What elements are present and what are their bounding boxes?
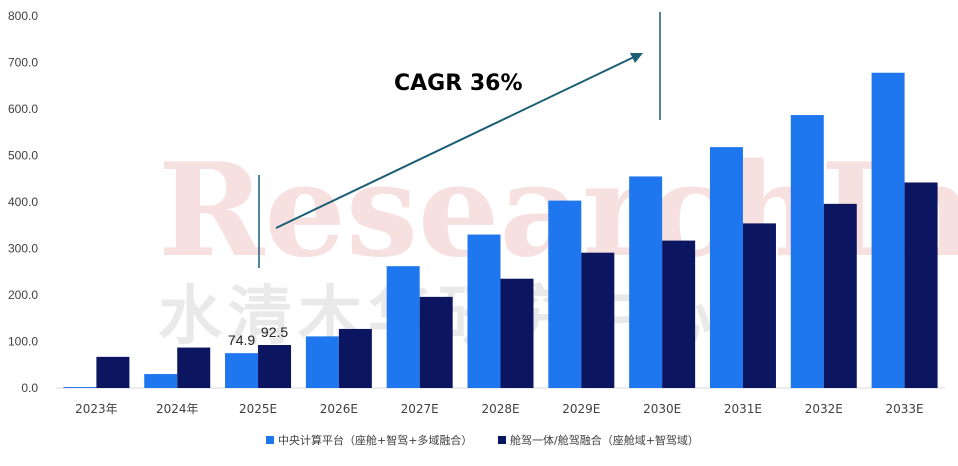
legend-label-series-2: 舱驾一体/舱驾融合（座舱域+智驾域） bbox=[510, 433, 699, 447]
data-labels-group: 74.9 92.5 bbox=[228, 324, 288, 348]
y-tick-label: 300.0 bbox=[8, 242, 38, 256]
bar-series-2 bbox=[581, 252, 615, 388]
x-tick-label: 2031E bbox=[724, 402, 762, 416]
bar-series-2 bbox=[258, 344, 292, 388]
bars-group bbox=[63, 72, 938, 389]
bar-series-1 bbox=[467, 234, 501, 388]
y-tick-label: 700.0 bbox=[8, 56, 38, 70]
y-tick-label: 200.0 bbox=[8, 288, 38, 302]
x-tick-label: 2024年 bbox=[156, 402, 199, 416]
x-tick-label: 2026E bbox=[320, 402, 358, 416]
bar-series-1 bbox=[225, 353, 259, 388]
bar-series-2 bbox=[96, 356, 130, 388]
bar-series-1 bbox=[629, 176, 663, 388]
bar-series-2 bbox=[177, 347, 211, 388]
y-tick-label: 400.0 bbox=[8, 195, 38, 209]
bar-series-1 bbox=[790, 115, 824, 389]
cagr-annotation: CAGR 36% bbox=[258, 12, 661, 268]
y-tick-label: 800.0 bbox=[8, 9, 38, 23]
y-tick-label: 0.0 bbox=[21, 381, 38, 395]
legend-swatch-series-1 bbox=[266, 436, 274, 444]
bar-series-1 bbox=[548, 200, 582, 388]
bar-series-1 bbox=[305, 336, 339, 388]
x-axis: 2023年 2024年 2025E 2026E 2027E 2028E 2029E 2030E… bbox=[75, 402, 924, 416]
bar-series-1 bbox=[386, 266, 420, 388]
legend-swatch-series-2 bbox=[498, 436, 506, 444]
data-label: 92.5 bbox=[261, 324, 288, 340]
x-tick-label: 2032E bbox=[805, 402, 843, 416]
bar-series-1 bbox=[709, 147, 743, 388]
bar-series-2 bbox=[904, 182, 938, 388]
bar-series-2 bbox=[823, 203, 857, 388]
bar-series-2 bbox=[742, 223, 776, 388]
cagr-arrow-head bbox=[630, 53, 643, 63]
bar-series-1 bbox=[871, 72, 905, 388]
x-tick-label: 2029E bbox=[562, 402, 600, 416]
x-tick-label: 2027E bbox=[401, 402, 439, 416]
x-tick-label: 2033E bbox=[886, 402, 924, 416]
y-tick-label: 600.0 bbox=[8, 102, 38, 116]
cagr-arrow bbox=[275, 56, 635, 229]
cagr-label: CAGR 36% bbox=[394, 71, 523, 96]
bar-series-2 bbox=[338, 328, 372, 388]
x-tick-label: 2023年 bbox=[75, 402, 118, 416]
legend: 中央计算平台（座舱+智驾+多域融合） 舱驾一体/舱驾融合（座舱域+智驾域） bbox=[266, 433, 699, 447]
data-label: 74.9 bbox=[228, 332, 255, 348]
x-tick-label: 2030E bbox=[643, 402, 681, 416]
bar-series-2 bbox=[662, 240, 696, 388]
bar-series-2 bbox=[500, 278, 534, 388]
bar-series-1 bbox=[144, 374, 178, 388]
bar-series-1 bbox=[63, 387, 97, 388]
x-tick-label: 2028E bbox=[481, 402, 519, 416]
x-tick-label: 2025E bbox=[239, 402, 277, 416]
legend-label-series-1: 中央计算平台（座舱+智驾+多域融合） bbox=[278, 433, 472, 447]
y-tick-label: 100.0 bbox=[8, 335, 38, 349]
bar-series-2 bbox=[419, 296, 453, 388]
y-tick-label: 500.0 bbox=[8, 149, 38, 163]
